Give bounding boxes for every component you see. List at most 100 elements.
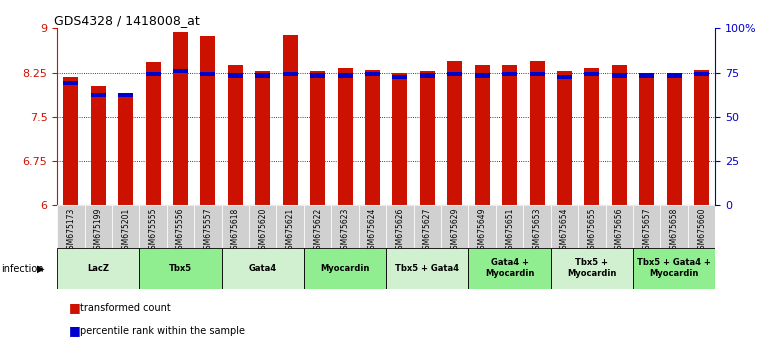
Text: Tbx5 +
Myocardin: Tbx5 + Myocardin [567, 258, 616, 278]
Text: LacZ: LacZ [88, 264, 110, 273]
Bar [633, 248, 715, 289]
Text: GSM675620: GSM675620 [258, 207, 267, 254]
Bar [310, 71, 325, 205]
Bar [694, 72, 709, 76]
Bar [441, 205, 469, 250]
Bar [469, 205, 496, 250]
Text: GSM675627: GSM675627 [423, 207, 431, 254]
Bar [304, 205, 331, 250]
Text: GSM675626: GSM675626 [396, 207, 404, 254]
Text: percentile rank within the sample: percentile rank within the sample [80, 326, 245, 336]
Bar [557, 71, 572, 205]
Text: GSM675199: GSM675199 [94, 207, 103, 254]
Text: GSM675618: GSM675618 [231, 207, 240, 254]
Text: GSM675623: GSM675623 [341, 207, 349, 254]
Text: GSM675657: GSM675657 [642, 207, 651, 254]
Bar [584, 68, 600, 205]
Bar [228, 74, 243, 78]
Text: Tbx5 + Gata4 +
Myocardin: Tbx5 + Gata4 + Myocardin [637, 258, 711, 278]
Bar [584, 72, 600, 76]
Bar [694, 70, 709, 205]
Text: infection: infection [2, 264, 44, 274]
Text: GSM675653: GSM675653 [533, 207, 542, 254]
Text: GSM675201: GSM675201 [121, 207, 130, 254]
Bar [557, 75, 572, 79]
Text: Tbx5 + Gata4: Tbx5 + Gata4 [396, 264, 460, 273]
Bar [393, 73, 407, 205]
Bar [228, 65, 243, 205]
Bar [112, 205, 139, 250]
Bar [194, 205, 221, 250]
Bar [173, 69, 188, 73]
Bar [633, 205, 661, 250]
Text: GSM675649: GSM675649 [478, 207, 487, 254]
Bar [255, 74, 270, 78]
Text: GSM675629: GSM675629 [451, 207, 460, 254]
Text: GSM675557: GSM675557 [203, 207, 212, 254]
Text: ■: ■ [68, 325, 80, 337]
Bar [63, 77, 78, 205]
Text: Gata4: Gata4 [249, 264, 277, 273]
Text: GDS4328 / 1418008_at: GDS4328 / 1418008_at [54, 14, 199, 27]
Bar [551, 248, 633, 289]
Bar [57, 248, 139, 289]
Bar [145, 72, 161, 76]
Bar [386, 248, 469, 289]
Bar [173, 33, 188, 205]
Bar [145, 62, 161, 205]
Bar [365, 70, 380, 205]
Bar [393, 75, 407, 79]
Bar [304, 248, 386, 289]
Bar [139, 205, 167, 250]
Bar [639, 75, 654, 205]
Bar [57, 205, 84, 250]
Bar [530, 61, 545, 205]
Bar [420, 74, 435, 78]
Bar [667, 74, 682, 78]
Bar [475, 74, 490, 78]
Bar [530, 72, 545, 76]
Text: GSM675621: GSM675621 [285, 207, 295, 254]
Bar [365, 72, 380, 76]
Bar [255, 71, 270, 205]
Bar [420, 71, 435, 205]
Bar [688, 205, 715, 250]
Bar [249, 205, 276, 250]
Bar [496, 205, 524, 250]
Bar [282, 35, 298, 205]
Bar [606, 205, 633, 250]
Bar [91, 93, 106, 97]
Bar [84, 205, 112, 250]
Bar [524, 205, 551, 250]
Bar [118, 93, 133, 97]
Text: GSM675658: GSM675658 [670, 207, 679, 254]
Text: GSM675654: GSM675654 [560, 207, 569, 254]
Text: Gata4 +
Myocardin: Gata4 + Myocardin [485, 258, 534, 278]
Bar [221, 248, 304, 289]
Bar [502, 65, 517, 205]
Bar [502, 72, 517, 76]
Bar [612, 74, 627, 78]
Bar [331, 205, 358, 250]
Text: GSM675624: GSM675624 [368, 207, 377, 254]
Bar [667, 77, 682, 205]
Text: transformed count: transformed count [80, 303, 170, 313]
Text: GSM675173: GSM675173 [66, 207, 75, 254]
Bar [91, 86, 106, 205]
Text: Tbx5: Tbx5 [169, 264, 192, 273]
Bar [414, 205, 441, 250]
Bar [447, 72, 463, 76]
Bar [551, 205, 578, 250]
Bar [612, 65, 627, 205]
Bar [469, 248, 551, 289]
Text: GSM675660: GSM675660 [697, 207, 706, 254]
Text: GSM675655: GSM675655 [587, 207, 597, 254]
Bar [639, 74, 654, 78]
Bar [661, 205, 688, 250]
Text: Myocardin: Myocardin [320, 264, 370, 273]
Bar [386, 205, 414, 250]
Text: ▶: ▶ [37, 264, 44, 274]
Bar [475, 65, 490, 205]
Bar [200, 36, 215, 205]
Text: GSM675651: GSM675651 [505, 207, 514, 254]
